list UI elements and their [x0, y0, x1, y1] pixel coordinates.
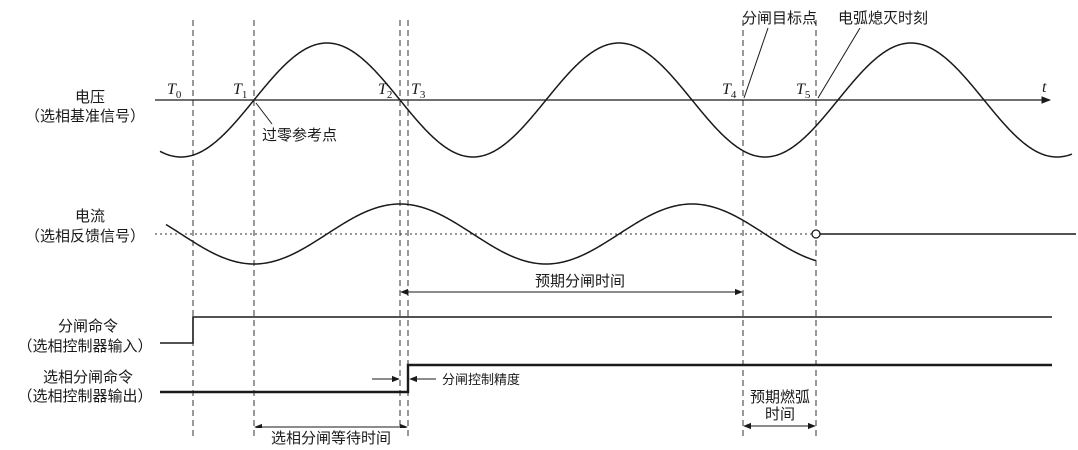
zero-ref-annotation: 过零参考点 [262, 126, 337, 144]
open-target-leader [743, 27, 769, 99]
t5-label: T5 [796, 81, 811, 101]
zero-ref-leader [255, 102, 273, 125]
arc-time-annotation-line2: 时间 [765, 405, 795, 423]
open-command-sublabel: （选相控制器输入） [17, 337, 152, 355]
selective-open-command-label: 选相分闸命令 [43, 368, 133, 386]
expected-open-time-annotation: 预期分闸时间 [535, 272, 625, 290]
arc-extinction-point [811, 229, 821, 239]
arc-extinct-annotation: 电弧熄灭时刻 [838, 9, 928, 27]
open-precision-annotation: 分闸控制精度 [442, 372, 520, 388]
voltage-label: 电压 [75, 88, 105, 106]
voltage-waveform [159, 42, 1073, 158]
voltage-sublabel: （选相基准信号） [25, 107, 145, 125]
open-command-signal [160, 316, 1052, 344]
t1-label: T1 [233, 81, 247, 101]
t-axis-label: t [1042, 79, 1047, 96]
current-waveform [165, 203, 817, 265]
t4-label: T4 [722, 81, 737, 101]
arc-time-annotation-line1: 预期燃弧 [750, 388, 810, 406]
selective-open-command-signal [160, 363, 1052, 394]
t3-label: T3 [411, 81, 426, 101]
current-sublabel: （选相反馈信号） [25, 227, 145, 245]
t0-label: T0 [167, 81, 182, 101]
wait-time-label-bg [256, 428, 406, 447]
open-target-annotation: 分闸目标点 [742, 9, 817, 27]
arc-extinct-leader [817, 27, 861, 99]
open-command-label: 分闸命令 [58, 317, 118, 335]
current-label: 电流 [75, 207, 105, 225]
t2-label: T2 [378, 81, 392, 101]
wait-time-annotation: 选相分闸等待时间 [271, 429, 391, 447]
selective-open-command-sublabel: （选相控制器输出） [17, 387, 152, 405]
time-mark-labels: T0 T1 T2 T3 T4 T5 [167, 81, 811, 101]
